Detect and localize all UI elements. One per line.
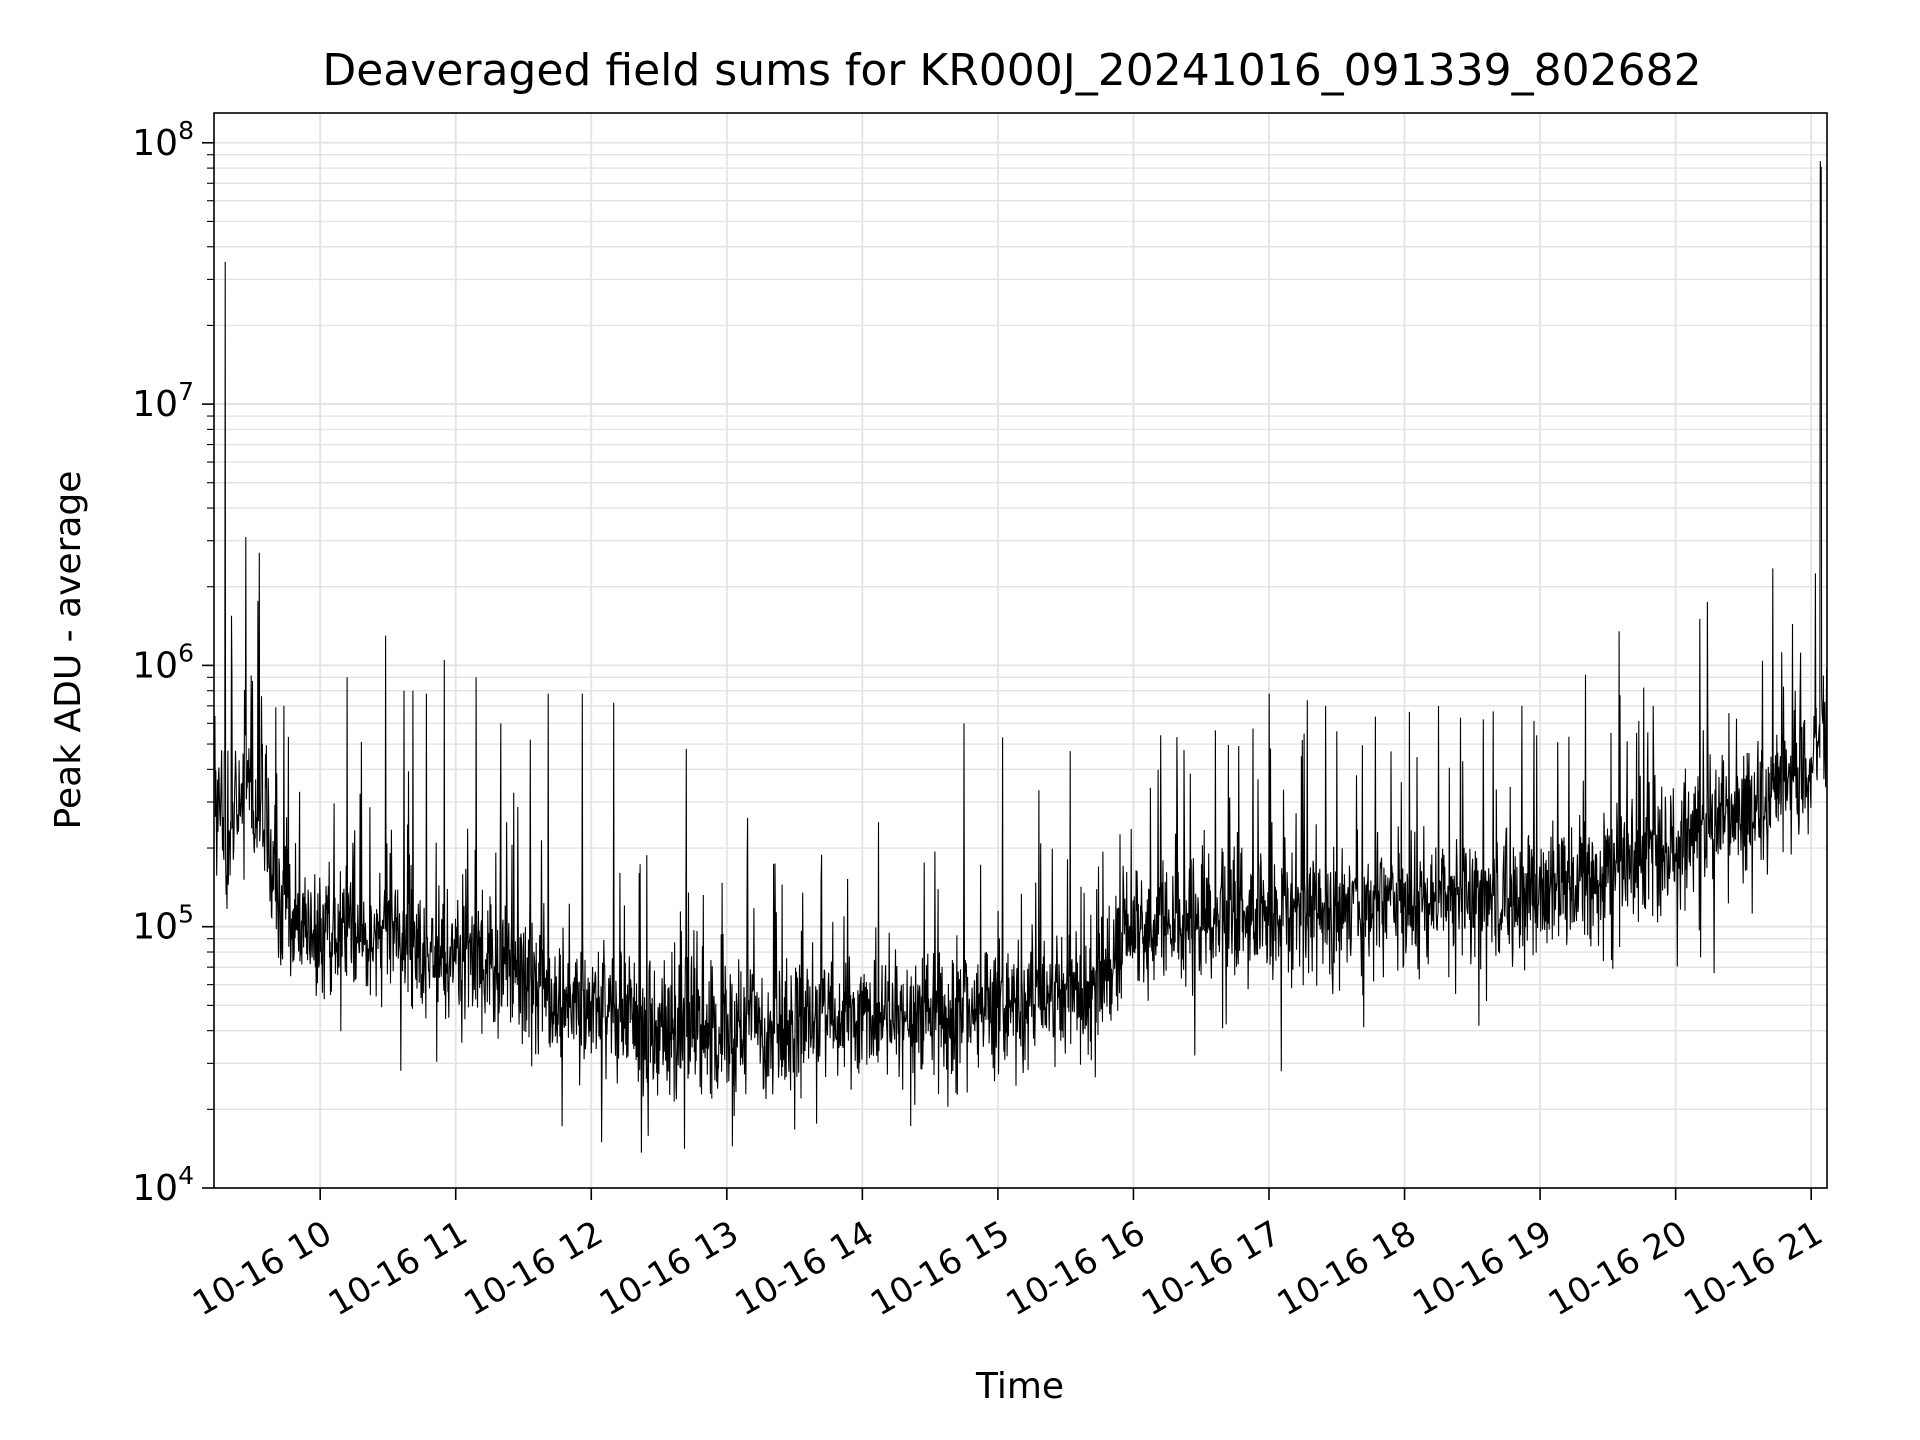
x-axis-label: Time (975, 1366, 1064, 1407)
y-tick-label: 106 (132, 638, 194, 686)
chart-title: Deaveraged field sums for KR000J_2024101… (322, 45, 1701, 96)
series-line (214, 161, 1827, 1153)
y-tick-exponent: 5 (178, 900, 194, 929)
y-tick-exponent: 7 (178, 377, 194, 406)
y-tick-base: 10 (132, 123, 178, 164)
y-axis-label: Peak ADU - average (48, 471, 89, 830)
y-tick-exponent: 4 (178, 1161, 194, 1190)
y-tick-label: 104 (132, 1161, 194, 1209)
y-tick-label: 108 (132, 116, 194, 164)
y-tick-base: 10 (132, 1168, 178, 1209)
y-tick-base: 10 (132, 645, 178, 686)
plot-area (214, 161, 1827, 1153)
y-tick-label: 107 (132, 377, 194, 425)
y-tick-label: 105 (132, 900, 194, 948)
plot-frame (213, 112, 1828, 1189)
y-tick-exponent: 8 (178, 116, 194, 145)
y-tick-base: 10 (132, 384, 178, 425)
y-tick-exponent: 6 (178, 638, 194, 667)
y-tick-base: 10 (132, 907, 178, 948)
